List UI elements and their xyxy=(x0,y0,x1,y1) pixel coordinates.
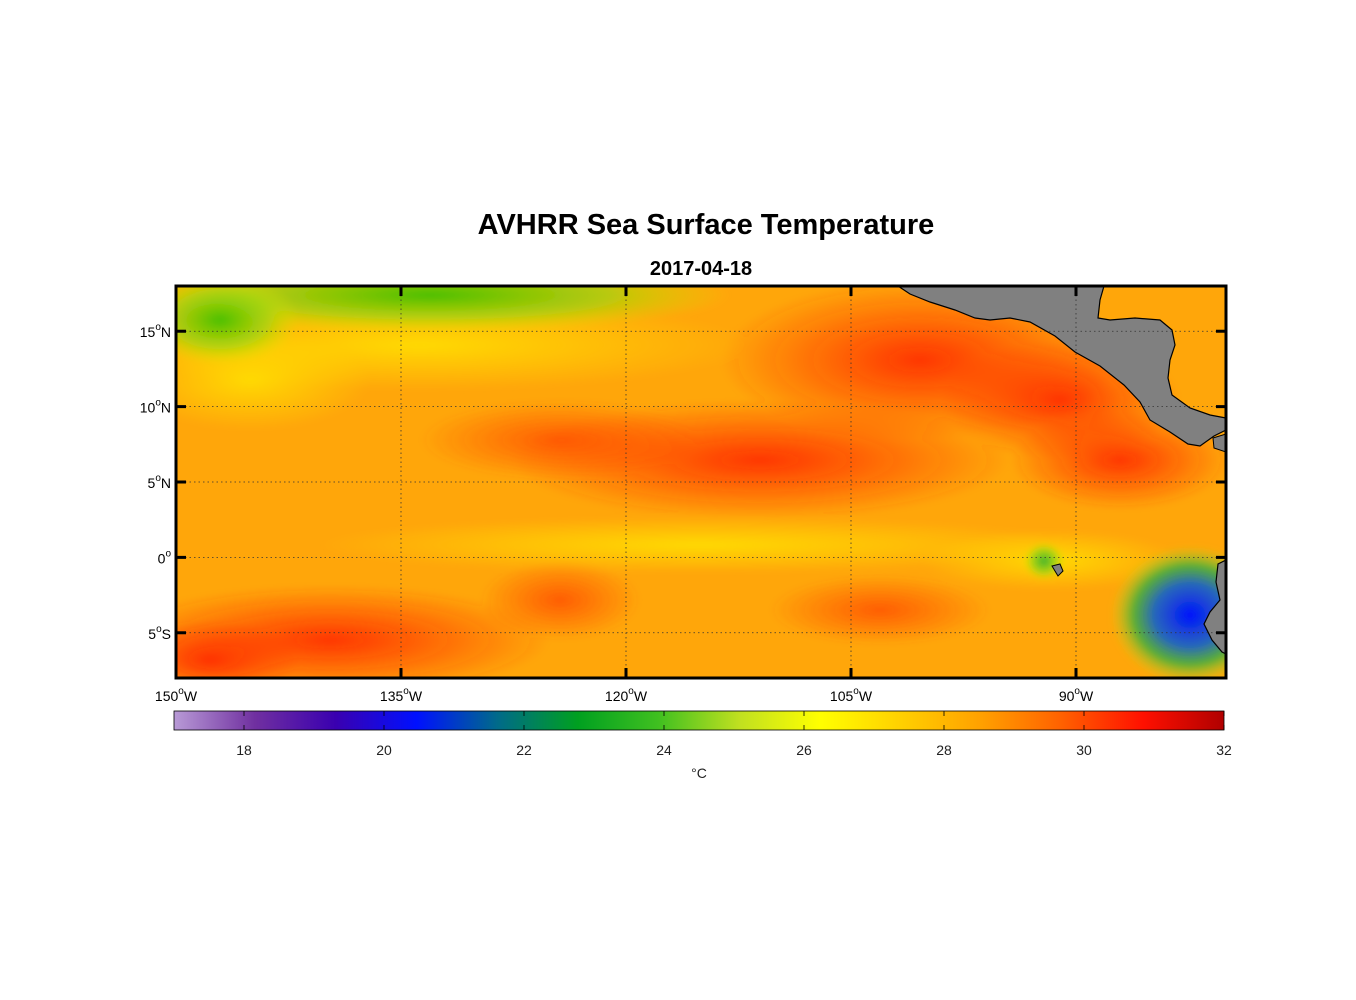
cb-label-32: 32 xyxy=(1216,742,1232,758)
land-central-america xyxy=(896,286,1226,447)
cb-label-22: 22 xyxy=(516,742,532,758)
lat-label-15N: 15oN xyxy=(140,322,171,340)
lat-label-10N: 10oN xyxy=(140,398,171,416)
cool-tongue-nw xyxy=(176,286,730,333)
peru-upwelling xyxy=(1110,545,1226,678)
lat-label-0: 0o xyxy=(158,548,172,566)
figure-title: AVHRR Sea Surface Temperature xyxy=(478,209,935,241)
figure-date: 2017-04-18 xyxy=(650,258,752,280)
lon-label-120W: 120oW xyxy=(605,686,648,704)
sst-map xyxy=(176,286,1226,678)
cb-label-26: 26 xyxy=(796,742,812,758)
land-south-america xyxy=(1203,559,1226,655)
colorbar-unit: °C xyxy=(691,765,707,781)
lon-label-105W: 105oW xyxy=(830,686,873,704)
land-galapagos xyxy=(1051,563,1064,577)
colorbar-ticks: 18 20 22 24 26 28 30 32 xyxy=(236,711,1232,758)
cb-label-18: 18 xyxy=(236,742,252,758)
cb-label-20: 20 xyxy=(376,742,392,758)
colorbar-bar xyxy=(173,710,1225,731)
lon-label-90W: 90oW xyxy=(1059,686,1094,704)
equatorial-band xyxy=(320,517,1080,573)
lat-label-5S: 5oS xyxy=(148,624,171,642)
cb-label-24: 24 xyxy=(656,742,672,758)
lon-label-150W: 150oW xyxy=(155,686,198,704)
lat-label-5N: 5oN xyxy=(148,473,171,491)
cb-label-28: 28 xyxy=(936,742,952,758)
colorbar: 18 20 22 24 26 28 30 32 °C xyxy=(173,710,1232,781)
map-ticks: 150oW 135oW 120oW 105oW 90oW 15oN 10oN 5oN 0o 5oS xyxy=(140,286,1226,704)
cb-label-30: 30 xyxy=(1076,742,1092,758)
lon-label-135W: 135oW xyxy=(380,686,423,704)
